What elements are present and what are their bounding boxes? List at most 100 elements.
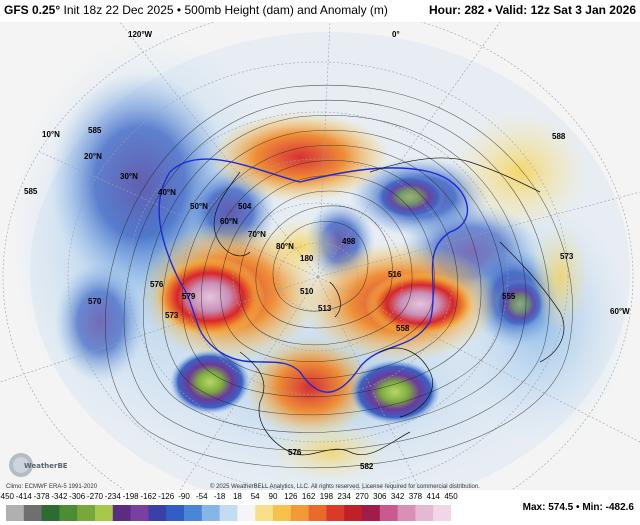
lat-label-70: 70°N (248, 230, 266, 239)
climo-credit: Climo: ECMWF ERA-5 1991-2020 (6, 484, 98, 490)
anomaly-map (0, 22, 640, 490)
colorbar-tick-label: -162 (140, 492, 157, 501)
lon-label-60w: 60°W (610, 307, 630, 316)
colorbar-swatch (344, 505, 363, 521)
header-bar: GFS 0.25° Init 18z 22 Dec 2025 • 500mb H… (0, 0, 640, 22)
colorbar-swatch (112, 505, 132, 521)
colorbar-swatch (41, 505, 60, 521)
colorbar-tick-label: 414 (426, 492, 440, 501)
lon-label-0: 0° (392, 30, 400, 39)
copyright-notice: © 2025 WeatherBELL Analytics, LLC. All r… (210, 484, 480, 490)
pacific-ridge-core (155, 257, 265, 337)
colorbar-tick-label: -270 (86, 492, 104, 501)
colorbar-tick-label: -234 (104, 492, 121, 501)
lat-label-40: 40°N (158, 188, 176, 197)
colorbar-swatch (148, 505, 167, 521)
colorbar-swatch (308, 505, 327, 521)
colorbar-tick-label: 342 (390, 492, 405, 501)
product-name: 500mb Height (dam) and Anomaly (m) (184, 3, 388, 17)
lat-label-80: 80°N (276, 242, 294, 251)
valid-time: Valid: 12z Sat 3 Jan 2026 (495, 3, 636, 17)
central-yellow (260, 217, 340, 277)
title-separator: • (176, 3, 182, 17)
height-label-588: 588 (552, 132, 566, 141)
colorbar-swatch (219, 505, 238, 521)
colorbar-swatch (95, 505, 114, 521)
colorbar-swatch (77, 505, 96, 521)
colorbar-tick-label: 270 (355, 492, 369, 501)
colorbar-tick-label: -378 (33, 492, 50, 501)
colorbar-swatch (362, 505, 381, 521)
title-right: Hour: 282 • Valid: 12z Sat 3 Jan 2026 (429, 3, 636, 17)
colorbar-tick-label: -414 (15, 492, 32, 501)
colorbar-tick-label: 234 (337, 492, 351, 501)
colorbar-swatch (130, 505, 149, 521)
east-asia-yellow (450, 112, 590, 232)
lat-label-20: 20°N (84, 152, 102, 161)
model-name: GFS 0.25° (4, 3, 61, 17)
gulf-yellow (270, 422, 390, 482)
colorbar (6, 505, 451, 521)
colorbar-swatch (255, 505, 274, 521)
height-label-576b: 576 (288, 448, 302, 457)
colorbar-swatch (201, 505, 221, 521)
arctic-ridge (210, 112, 390, 202)
min-value: Min: -482.6 (582, 502, 634, 513)
colorbar-panel: -450-414-378-342-306-270-234-198-162-126… (0, 492, 640, 525)
height-label-504: 504 (238, 202, 252, 211)
lon-label-180: 180 (300, 254, 314, 263)
colorbar-tick-label: -18 (213, 492, 226, 501)
readout-separator: • (576, 502, 580, 513)
height-label-573: 573 (165, 311, 179, 320)
valid-separator: • (487, 3, 492, 17)
colorbar-tick-label: -54 (196, 492, 208, 501)
colorbar-swatch (415, 505, 434, 521)
height-label-516: 516 (388, 270, 402, 279)
colorbar-swatch (6, 505, 25, 521)
colorbar-tick-label: 162 (301, 492, 316, 501)
colorbar-swatch (184, 505, 203, 521)
weatherbell-logo: WeatherBELL (9, 453, 68, 477)
colorbar-swatch (166, 505, 185, 521)
colorbar-tick-label: -126 (158, 492, 175, 501)
gulf-alaska-low (170, 350, 250, 414)
colorbar-tick-label: -198 (122, 492, 139, 501)
colorbar-swatch (433, 505, 451, 521)
colorbar-tick-label: 126 (284, 492, 298, 501)
lat-label-60: 60°N (220, 217, 238, 226)
colorbar-ticks: -450-414-378-342-306-270-234-198-162-126… (0, 492, 460, 504)
logo-text: WeatherBELL (24, 462, 68, 470)
height-label-558: 558 (396, 324, 410, 333)
siberia-low (375, 175, 445, 219)
graticule (0, 22, 640, 490)
colorbar-tick-label: -342 (51, 492, 68, 501)
colorbar-tick-label: 450 (444, 492, 458, 501)
colorbar-swatch (397, 505, 416, 521)
colorbar-swatch (379, 505, 399, 521)
atlantic-ridge-core (365, 272, 475, 336)
init-time: Init 18z 22 Dec 2025 (63, 3, 174, 17)
colorbar-tick-label: 306 (373, 492, 387, 501)
colorbar-tick-label: 18 (232, 492, 242, 501)
height-label-576: 576 (150, 280, 164, 289)
west-blue-trough (55, 262, 145, 382)
height-label-570: 570 (88, 297, 102, 306)
height-label-582: 582 (360, 462, 374, 471)
height-label-585b: 585 (88, 126, 102, 135)
height-label-498: 498 (342, 237, 356, 246)
max-value: Max: 574.5 (522, 502, 574, 513)
colorbar-tick-label: -306 (69, 492, 86, 501)
colorbar-tick-label: 90 (268, 492, 278, 501)
forecast-hour: Hour: 282 (429, 3, 485, 17)
title-left: GFS 0.25° Init 18z 22 Dec 2025 • 500mb H… (4, 3, 388, 17)
colorbar-tick-label: 198 (319, 492, 334, 501)
colorbar-tick-label: -90 (178, 492, 190, 501)
lat-label-30: 30°N (120, 172, 138, 181)
height-label-513: 513 (318, 304, 332, 313)
china-low (495, 279, 545, 329)
height-label-585: 585 (24, 187, 38, 196)
height-label-579: 579 (182, 292, 196, 301)
height-label-555: 555 (502, 292, 516, 301)
height-contours (104, 85, 573, 468)
lat-label-10: 10°N (42, 130, 60, 139)
